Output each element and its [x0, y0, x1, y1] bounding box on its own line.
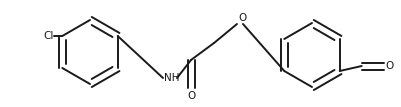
Text: NH: NH — [164, 73, 180, 83]
Text: Cl: Cl — [43, 31, 53, 41]
Text: O: O — [386, 61, 394, 71]
Text: O: O — [238, 13, 246, 23]
Text: O: O — [187, 91, 195, 101]
